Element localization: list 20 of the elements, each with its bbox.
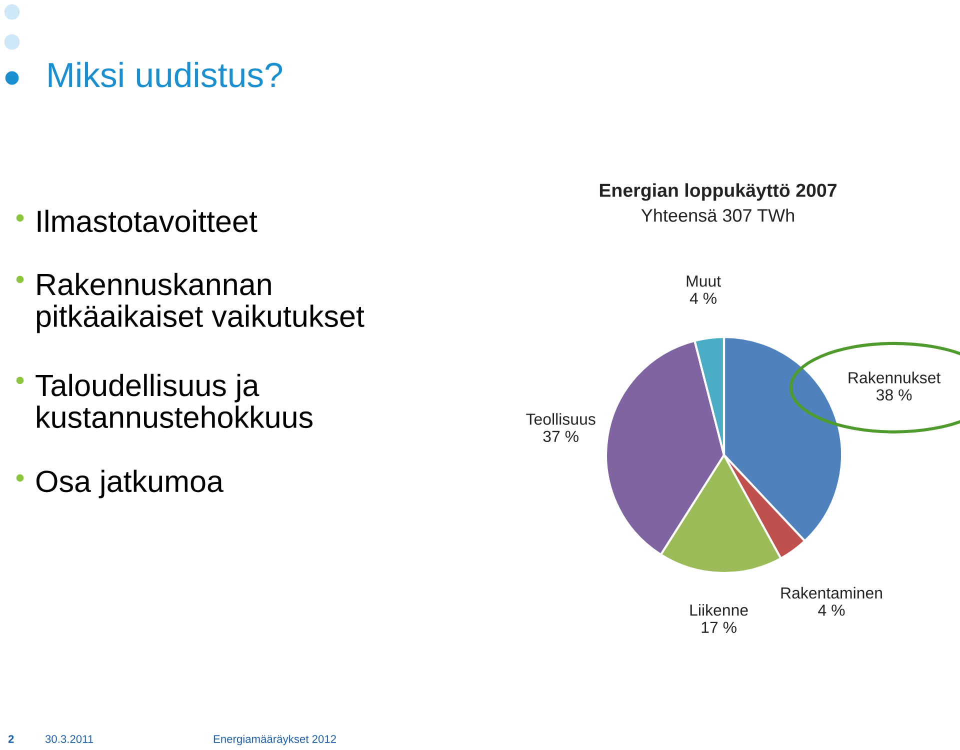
text: Ilmastotavoitteet	[38, 210, 258, 232]
slice-label: Liikenne	[690, 604, 748, 616]
text: Osa jatkumoa	[36, 470, 224, 498]
slice-label: Muut	[686, 276, 721, 287]
text: Energiamääräykset 2012	[214, 734, 336, 746]
text: Rakennuskannan pitkäaikaiset vaikutukset	[36, 272, 364, 334]
text: Taloudellisuus ja kustannustehokkuus	[36, 374, 312, 428]
slice-label: Teollisuus	[526, 413, 596, 425]
text: Miksi uudistus?	[48, 62, 282, 88]
data-label: 4 %	[690, 292, 716, 304]
chart-subtitle: Yhteensä 307 TWh	[641, 208, 794, 222]
slice-label: Rakennukset	[848, 372, 941, 384]
chart-title: Energian loppukäyttö 2007	[600, 183, 836, 201]
text: 30.3.2011	[45, 735, 94, 743]
data-label: 4 %	[818, 604, 845, 616]
data-label: 38 %	[876, 389, 912, 401]
data-label: 17 %	[702, 622, 736, 633]
text: 2	[8, 735, 14, 743]
slice-label: Rakentaminen	[781, 586, 882, 599]
data-label: 37 %	[543, 430, 578, 442]
